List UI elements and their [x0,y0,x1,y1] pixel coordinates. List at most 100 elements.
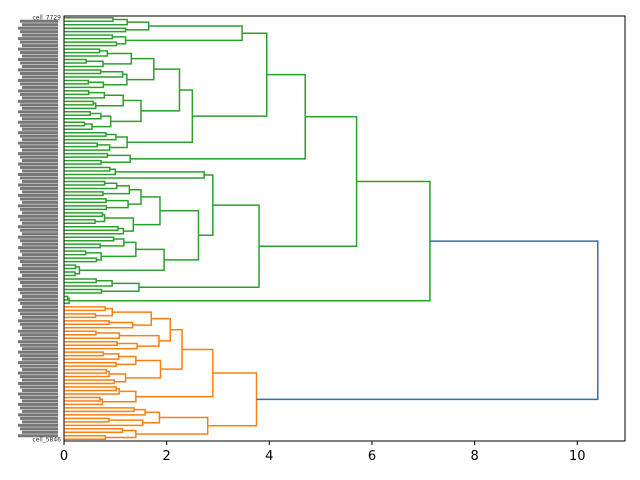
dendrogram-link [64,419,144,427]
leaf-label [18,131,58,135]
dendrogram-link [64,41,118,47]
leaf-label [18,413,58,417]
dendrogram-link [64,27,127,33]
leaf-label [22,23,58,27]
dendrogram-link [125,359,162,379]
leaf-label [20,322,58,326]
leaf-label [20,333,58,337]
dendrogram-link [106,199,129,209]
leaf-label [22,85,58,89]
leaf-label [22,294,58,298]
leaf-label [22,190,58,194]
dendrogram-link [64,306,106,312]
leaf-label [18,225,58,229]
x-tick-label: 2 [163,449,171,464]
dendrogram-link [64,428,124,434]
dendrogram-link [64,368,108,374]
dendrogram-link [101,241,137,258]
dendrogram-link [64,330,97,336]
dendrogram-link [110,99,142,123]
leaf-label [20,395,58,399]
leaf-label [20,416,58,420]
leaf-label [20,218,58,222]
leaf-label [22,127,58,131]
dendrogram-link [64,236,115,242]
leaf-label [20,103,58,107]
leaf-label [18,382,58,386]
leaf-label [22,117,58,121]
leaf-label [20,228,58,232]
leaf-label [20,197,58,201]
leaf-label [18,110,58,114]
leaf-label [18,162,58,166]
leaf-label [22,305,58,309]
x-tick-label: 10 [569,449,586,464]
leaf-label [22,44,58,48]
dendrogram-link [64,58,87,64]
dendrogram-link [64,50,109,57]
leaf-label [18,402,58,406]
leaf-label [20,134,58,138]
dendrogram-link [116,355,137,366]
dendrogram-root-link [256,240,599,401]
dendrogram-link [64,361,117,367]
plot-frame [63,15,626,442]
leaf-label [22,200,58,204]
dendrogram-link [64,398,104,406]
leaf-label [20,312,58,316]
dendrogram-link [140,68,181,112]
leaf-label [18,120,58,124]
dendrogram-link [64,70,124,78]
leaf-label [22,388,58,392]
leaf-label [22,75,58,79]
leaf-label [20,364,58,368]
leaf-label [20,92,58,96]
leaf-label [20,71,58,75]
dendrogram-link [64,227,125,235]
leaf-label [20,30,58,34]
dendrogram-link [64,351,105,357]
leaf-label [22,357,58,361]
dendrogram-link [64,295,69,301]
dendrogram-link [64,81,105,89]
leaf-label: cell_7729 [32,15,61,22]
dendrogram-link [64,288,103,294]
dendrogram-link [64,180,106,186]
leaf-label [18,58,58,62]
leaf-label [18,246,58,250]
leaf-label [20,291,58,295]
leaf-label [20,280,58,284]
dendrogram-link [103,73,128,86]
dendrogram-link [64,278,97,284]
dendrogram-link [64,111,91,117]
leaf-label [22,242,58,246]
dendrogram-link [64,144,111,151]
dendrogram-link [160,328,183,370]
dendrogram-link [64,340,118,346]
leaf-label [22,409,58,413]
x-tick-label: 6 [368,449,376,464]
leaf-label [22,315,58,319]
dendrogram-link [64,60,104,68]
dendrogram-link [64,159,102,165]
leaf-label [18,183,58,187]
leaf-label [18,350,58,354]
dendrogram-link [159,210,200,261]
leaf-label [18,26,58,30]
leaf-label [20,301,58,305]
leaf-label [18,214,58,218]
dendrogram-link [64,212,104,218]
leaf-label [20,51,58,55]
leaf-label [22,106,58,110]
x-tick-label: 8 [470,449,478,464]
leaf-label [20,145,58,149]
leaf-label [20,166,58,170]
x-axis: 0 2 4 6 8 10 [60,441,586,464]
leaf-label [20,343,58,347]
dendrogram-link [64,332,121,339]
dendrogram-link [192,32,268,117]
dendrogram-link [64,18,128,26]
leaf-label [20,61,58,65]
dendrogram-link [101,282,140,292]
